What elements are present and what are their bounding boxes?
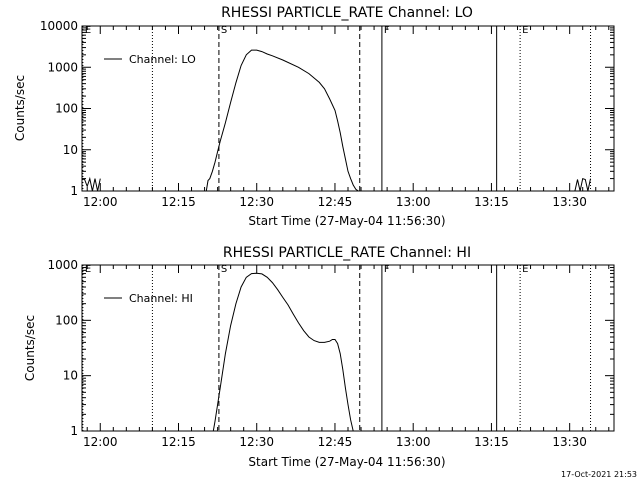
y-tick-label-lo-3: 1000: [47, 60, 78, 74]
marker-label-hi-2: S: [221, 264, 227, 275]
x-tick-label-hi-4: 13:00: [396, 435, 431, 449]
series-line-hi-0: [212, 272, 354, 432]
series-lo: [81, 49, 591, 192]
chart-title-hi: RHESSI PARTICLE_RATE Channel: HI: [223, 245, 471, 261]
y-tick-label-lo-1: 10: [63, 143, 78, 157]
series-line-lo-0: [81, 49, 591, 192]
marker-label-lo-6: E: [522, 25, 528, 36]
y-tick-label-hi-0: 1: [70, 424, 78, 438]
x-tick-label-hi-1: 12:15: [161, 435, 196, 449]
marker-label-lo-4: F: [384, 25, 390, 36]
marker-label-hi-6: E: [522, 264, 528, 275]
y-tick-label-hi-2: 100: [55, 313, 78, 327]
marker-label-hi-0: E: [85, 264, 91, 275]
x-tick-label-hi-6: 13:30: [552, 435, 587, 449]
y-tick-label-hi-1: 10: [63, 369, 78, 383]
marker-label-lo-0: E: [85, 25, 91, 36]
y-axis-label-hi: Counts/sec: [23, 315, 37, 381]
x-tick-label-lo-6: 13:30: [552, 195, 587, 209]
marker-label-hi-4: F: [384, 264, 390, 275]
chart-title-lo: RHESSI PARTICLE_RATE Channel: LO: [221, 5, 473, 21]
y-tick-label-hi-3: 1000: [47, 258, 78, 272]
y-axis-hi: 1 10 100 1000: [47, 258, 614, 438]
x-tick-label-lo-0: 12:00: [83, 195, 118, 209]
plot-frame-lo: [81, 25, 615, 192]
marker-label-lo-2: S: [221, 25, 227, 36]
x-tick-label-lo-2: 12:30: [239, 195, 274, 209]
y-axis-lo: 1 10 100 1000 10000: [40, 19, 614, 198]
x-tick-label-hi-5: 13:15: [474, 435, 509, 449]
series-hi: [212, 272, 354, 432]
x-tick-label-lo-5: 13:15: [474, 195, 509, 209]
x-axis-lo: 12:00 12:15 12:30 12:45 13:00 13:15 13:30: [83, 26, 610, 209]
x-tick-label-hi-0: 12:00: [83, 435, 118, 449]
panel-hi: RHESSI PARTICLE_RATE Channel: HI E S F E 12…: [23, 245, 615, 469]
y-axis-label-lo: Counts/sec: [13, 75, 27, 141]
x-tick-label-hi-3: 12:45: [318, 435, 353, 449]
y-tick-label-lo-4: 10000: [40, 19, 78, 33]
y-tick-label-lo-0: 1: [70, 184, 78, 198]
x-tick-label-lo-3: 12:45: [318, 195, 353, 209]
legend-hi: Channel: HI: [104, 292, 193, 305]
panel-lo: RHESSI PARTICLE_RATE Channel: LO E S F E 12…: [13, 5, 615, 228]
legend-lo: Channel: LO: [104, 53, 196, 66]
x-axis-label-hi: Start Time (27-May-04 11:56:30): [248, 455, 445, 469]
x-axis-label-lo: Start Time (27-May-04 11:56:30): [248, 214, 445, 228]
x-tick-label-lo-1: 12:15: [161, 195, 196, 209]
timestamp: 17-Oct-2021 21:53: [561, 470, 637, 479]
x-tick-label-lo-4: 13:00: [396, 195, 431, 209]
x-axis-hi: 12:00 12:15 12:30 12:45 13:00 13:15 13:30: [83, 265, 610, 449]
legend-label-lo: Channel: LO: [129, 53, 196, 66]
y-tick-label-lo-2: 100: [55, 102, 78, 116]
legend-label-hi: Channel: HI: [129, 292, 193, 305]
x-tick-label-hi-2: 12:30: [239, 435, 274, 449]
